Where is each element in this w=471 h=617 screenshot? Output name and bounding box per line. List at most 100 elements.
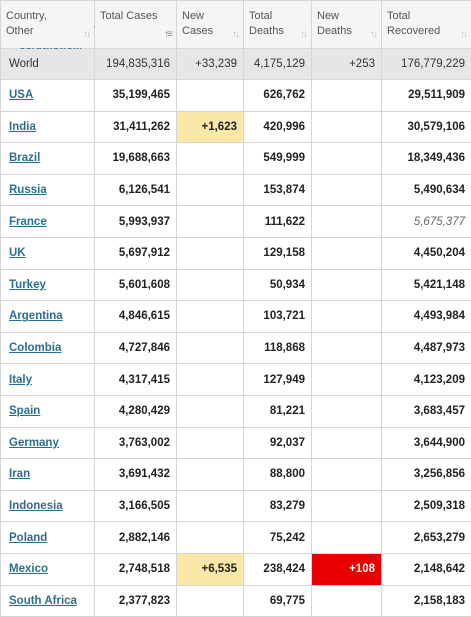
table-row: Mexico 2,748,518 +6,535 238,424 +108 2,148,64… bbox=[0, 552, 471, 586]
world-total-cases: 194,835,316 bbox=[94, 48, 177, 80]
total-deaths-cell: 83,279 bbox=[243, 489, 312, 523]
total-cases-cell: 3,691,432 bbox=[94, 458, 177, 491]
new-deaths-cell bbox=[311, 363, 382, 396]
total-recovered-cell: 4,493,984 bbox=[381, 300, 471, 333]
country-link[interactable]: Italy bbox=[9, 373, 33, 386]
new-deaths-cell bbox=[311, 236, 382, 270]
header-label: New Cases bbox=[182, 10, 214, 37]
new-deaths-cell bbox=[311, 521, 382, 554]
world-total-recovered: 176,779,229 bbox=[381, 48, 471, 80]
table-row: Argentina 4,846,615 103,721 4,493,984 bbox=[0, 300, 471, 333]
table-row: Germany 3,763,002 92,037 3,644,900 bbox=[0, 426, 471, 460]
total-recovered-cell: 18,349,436 bbox=[381, 142, 471, 175]
total-deaths-cell: 118,868 bbox=[243, 331, 312, 365]
total-cases-cell: 2,377,823 bbox=[94, 584, 177, 617]
sort-icon[interactable]: ↑↓ bbox=[370, 29, 378, 40]
total-cases-cell: 3,763,002 bbox=[94, 426, 177, 460]
country-link[interactable]: South Africa bbox=[9, 594, 77, 607]
new-cases-cell bbox=[176, 205, 244, 238]
new-deaths-cell bbox=[311, 394, 382, 428]
country-link[interactable]: Indonesia bbox=[9, 500, 63, 513]
world-row: World 194,835,316 +33,239 4,175,129 +253… bbox=[0, 48, 471, 80]
new-deaths-cell: +108 bbox=[311, 552, 382, 586]
sort-icon[interactable]: ↑↓ bbox=[460, 29, 468, 40]
total-deaths-cell: 127,949 bbox=[243, 363, 312, 396]
table-row: South Africa 2,377,823 69,775 2,158,183 bbox=[0, 584, 471, 617]
country-cell: Spain bbox=[0, 394, 95, 428]
total-deaths-cell: 420,996 bbox=[243, 110, 312, 144]
total-deaths-cell: 111,622 bbox=[243, 205, 312, 238]
new-cases-cell bbox=[176, 236, 244, 270]
total-cases-cell: 4,280,429 bbox=[94, 394, 177, 428]
country-cell: France bbox=[0, 205, 95, 238]
total-deaths-cell: 81,221 bbox=[243, 394, 312, 428]
header-new-deaths[interactable]: New Deaths ↑↓ bbox=[311, 0, 382, 49]
country-link[interactable]: Iran bbox=[9, 468, 31, 481]
country-cell: Brazil bbox=[0, 142, 95, 175]
header-total-cases[interactable]: Total Cases ↑≡ bbox=[94, 0, 177, 49]
country-cell: Mexico bbox=[0, 552, 95, 586]
header-row: Country, Other ↑↓ Total Cases ↑≡ New Cases… bbox=[0, 0, 471, 49]
total-deaths-cell: 69,775 bbox=[243, 584, 312, 617]
country-link[interactable]: Spain bbox=[9, 405, 41, 418]
new-cases-cell bbox=[176, 489, 244, 523]
country-link[interactable]: Poland bbox=[9, 531, 48, 544]
sort-icon[interactable]: ↑↓ bbox=[83, 29, 91, 40]
new-cases-cell bbox=[176, 394, 244, 428]
country-cell: Iran bbox=[0, 458, 95, 491]
country-link[interactable]: Russia bbox=[9, 184, 47, 197]
country-link[interactable]: Turkey bbox=[9, 278, 46, 291]
new-cases-cell bbox=[176, 363, 244, 396]
country-link[interactable]: India bbox=[9, 120, 36, 133]
total-deaths-cell: 88,800 bbox=[243, 458, 312, 491]
total-recovered-cell: 4,450,204 bbox=[381, 236, 471, 270]
total-cases-cell: 5,697,912 bbox=[94, 236, 177, 270]
new-cases-cell bbox=[176, 584, 244, 617]
header-total-deaths[interactable]: Total Deaths ↑↓ bbox=[243, 0, 312, 49]
header-country[interactable]: Country, Other ↑↓ bbox=[0, 0, 95, 49]
country-cell: USA bbox=[0, 79, 95, 112]
new-cases-cell bbox=[176, 458, 244, 491]
country-link[interactable]: Mexico bbox=[9, 563, 48, 576]
country-link[interactable]: Brazil bbox=[9, 152, 41, 165]
country-link[interactable]: UK bbox=[9, 247, 26, 260]
total-cases-cell: 5,993,937 bbox=[94, 205, 177, 238]
total-cases-cell: 31,411,262 bbox=[94, 110, 177, 144]
table-row: France 5,993,937 111,622 5,675,377 bbox=[0, 205, 471, 238]
sort-desc-icon[interactable]: ↑≡ bbox=[164, 29, 173, 40]
sort-icon[interactable]: ↑↓ bbox=[300, 29, 308, 40]
total-recovered-cell: 5,675,377 bbox=[381, 205, 471, 238]
country-link[interactable]: Germany bbox=[9, 436, 59, 449]
table-row: Poland 2,882,146 75,242 2,653,279 bbox=[0, 521, 471, 554]
total-cases-cell: 4,727,846 bbox=[94, 331, 177, 365]
total-deaths-cell: 549,999 bbox=[243, 142, 312, 175]
table-row: Brazil 19,688,663 549,999 18,349,436 bbox=[0, 142, 471, 175]
table-row: Spain 4,280,429 81,221 3,683,457 bbox=[0, 394, 471, 428]
new-deaths-cell bbox=[311, 331, 382, 365]
country-link[interactable]: Argentina bbox=[9, 310, 63, 323]
country-link[interactable]: France bbox=[9, 215, 47, 228]
total-recovered-cell: 29,511,909 bbox=[381, 79, 471, 112]
total-recovered-cell: 2,158,183 bbox=[381, 584, 471, 617]
country-cell: Germany bbox=[0, 426, 95, 460]
total-recovered-cell: 3,644,900 bbox=[381, 426, 471, 460]
country-link[interactable]: Colombia bbox=[9, 342, 62, 355]
country-cell: Colombia bbox=[0, 331, 95, 365]
total-recovered-cell: 2,653,279 bbox=[381, 521, 471, 554]
new-deaths-cell bbox=[311, 458, 382, 491]
total-cases-cell: 2,882,146 bbox=[94, 521, 177, 554]
country-link[interactable]: USA bbox=[9, 89, 34, 102]
table-row: India 31,411,262 +1,623 420,996 30,579,106 bbox=[0, 110, 471, 144]
sort-icon[interactable]: ↑↓ bbox=[232, 29, 240, 40]
total-cases-cell: 5,601,608 bbox=[94, 268, 177, 302]
table-row: UK 5,697,912 129,158 4,450,204 bbox=[0, 236, 471, 270]
total-deaths-cell: 626,762 bbox=[243, 79, 312, 112]
header-label: New Deaths bbox=[317, 10, 352, 37]
new-deaths-cell bbox=[311, 79, 382, 112]
new-cases-cell bbox=[176, 268, 244, 302]
header-total-recovered[interactable]: Total Recovered ↑↓ bbox=[381, 0, 471, 49]
table-row: Russia 6,126,541 153,874 5,490,634 bbox=[0, 173, 471, 207]
header-label: Total Recovered bbox=[387, 10, 441, 37]
header-new-cases[interactable]: New Cases ↑↓ bbox=[176, 0, 244, 49]
